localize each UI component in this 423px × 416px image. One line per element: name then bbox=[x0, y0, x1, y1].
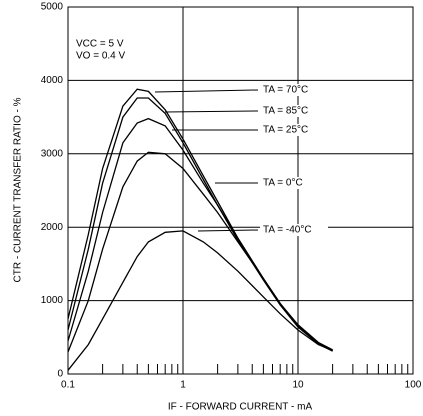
y-tick-label: 2000 bbox=[41, 222, 64, 233]
x-tick-label: 1 bbox=[180, 380, 186, 391]
legend-label: TA = 0°C bbox=[263, 178, 303, 189]
label-bg bbox=[260, 105, 328, 117]
leader-line bbox=[197, 229, 259, 232]
legend-label: TA = 70°C bbox=[263, 85, 308, 96]
curve bbox=[67, 97, 333, 352]
y-tick-label: 4000 bbox=[41, 75, 64, 86]
y-tick-label: 5000 bbox=[41, 2, 64, 13]
plot-frame bbox=[67, 6, 414, 375]
x-axis-label: IF - FORWARD CURRENT - mA bbox=[168, 402, 313, 413]
x-tick-label: 10 bbox=[292, 380, 304, 391]
legend-label: TA = 25°C bbox=[263, 125, 308, 136]
curve bbox=[67, 151, 333, 353]
x-tick-label: 100 bbox=[405, 380, 422, 391]
leader-line bbox=[154, 89, 259, 93]
annotation: VO = 0.4 V bbox=[76, 51, 126, 62]
label-bg bbox=[260, 224, 328, 236]
y-tick-label: 0 bbox=[57, 369, 63, 380]
y-tick-label: 1000 bbox=[41, 295, 64, 306]
y-axis-label: CTR - CURRENT TRANSFER RATIO - % bbox=[13, 97, 24, 282]
label-bg bbox=[260, 177, 328, 189]
y-tick-label: 3000 bbox=[41, 148, 64, 159]
x-tick-label: 0.1 bbox=[61, 380, 75, 391]
leader-line bbox=[164, 110, 259, 113]
annotation: VCC = 5 V bbox=[76, 39, 124, 50]
label-bg bbox=[260, 124, 328, 136]
legend-label: TA = 85°C bbox=[263, 106, 308, 117]
label-bg bbox=[260, 84, 328, 96]
legend-label: TA = -40°C bbox=[263, 225, 312, 236]
curve bbox=[67, 230, 333, 371]
